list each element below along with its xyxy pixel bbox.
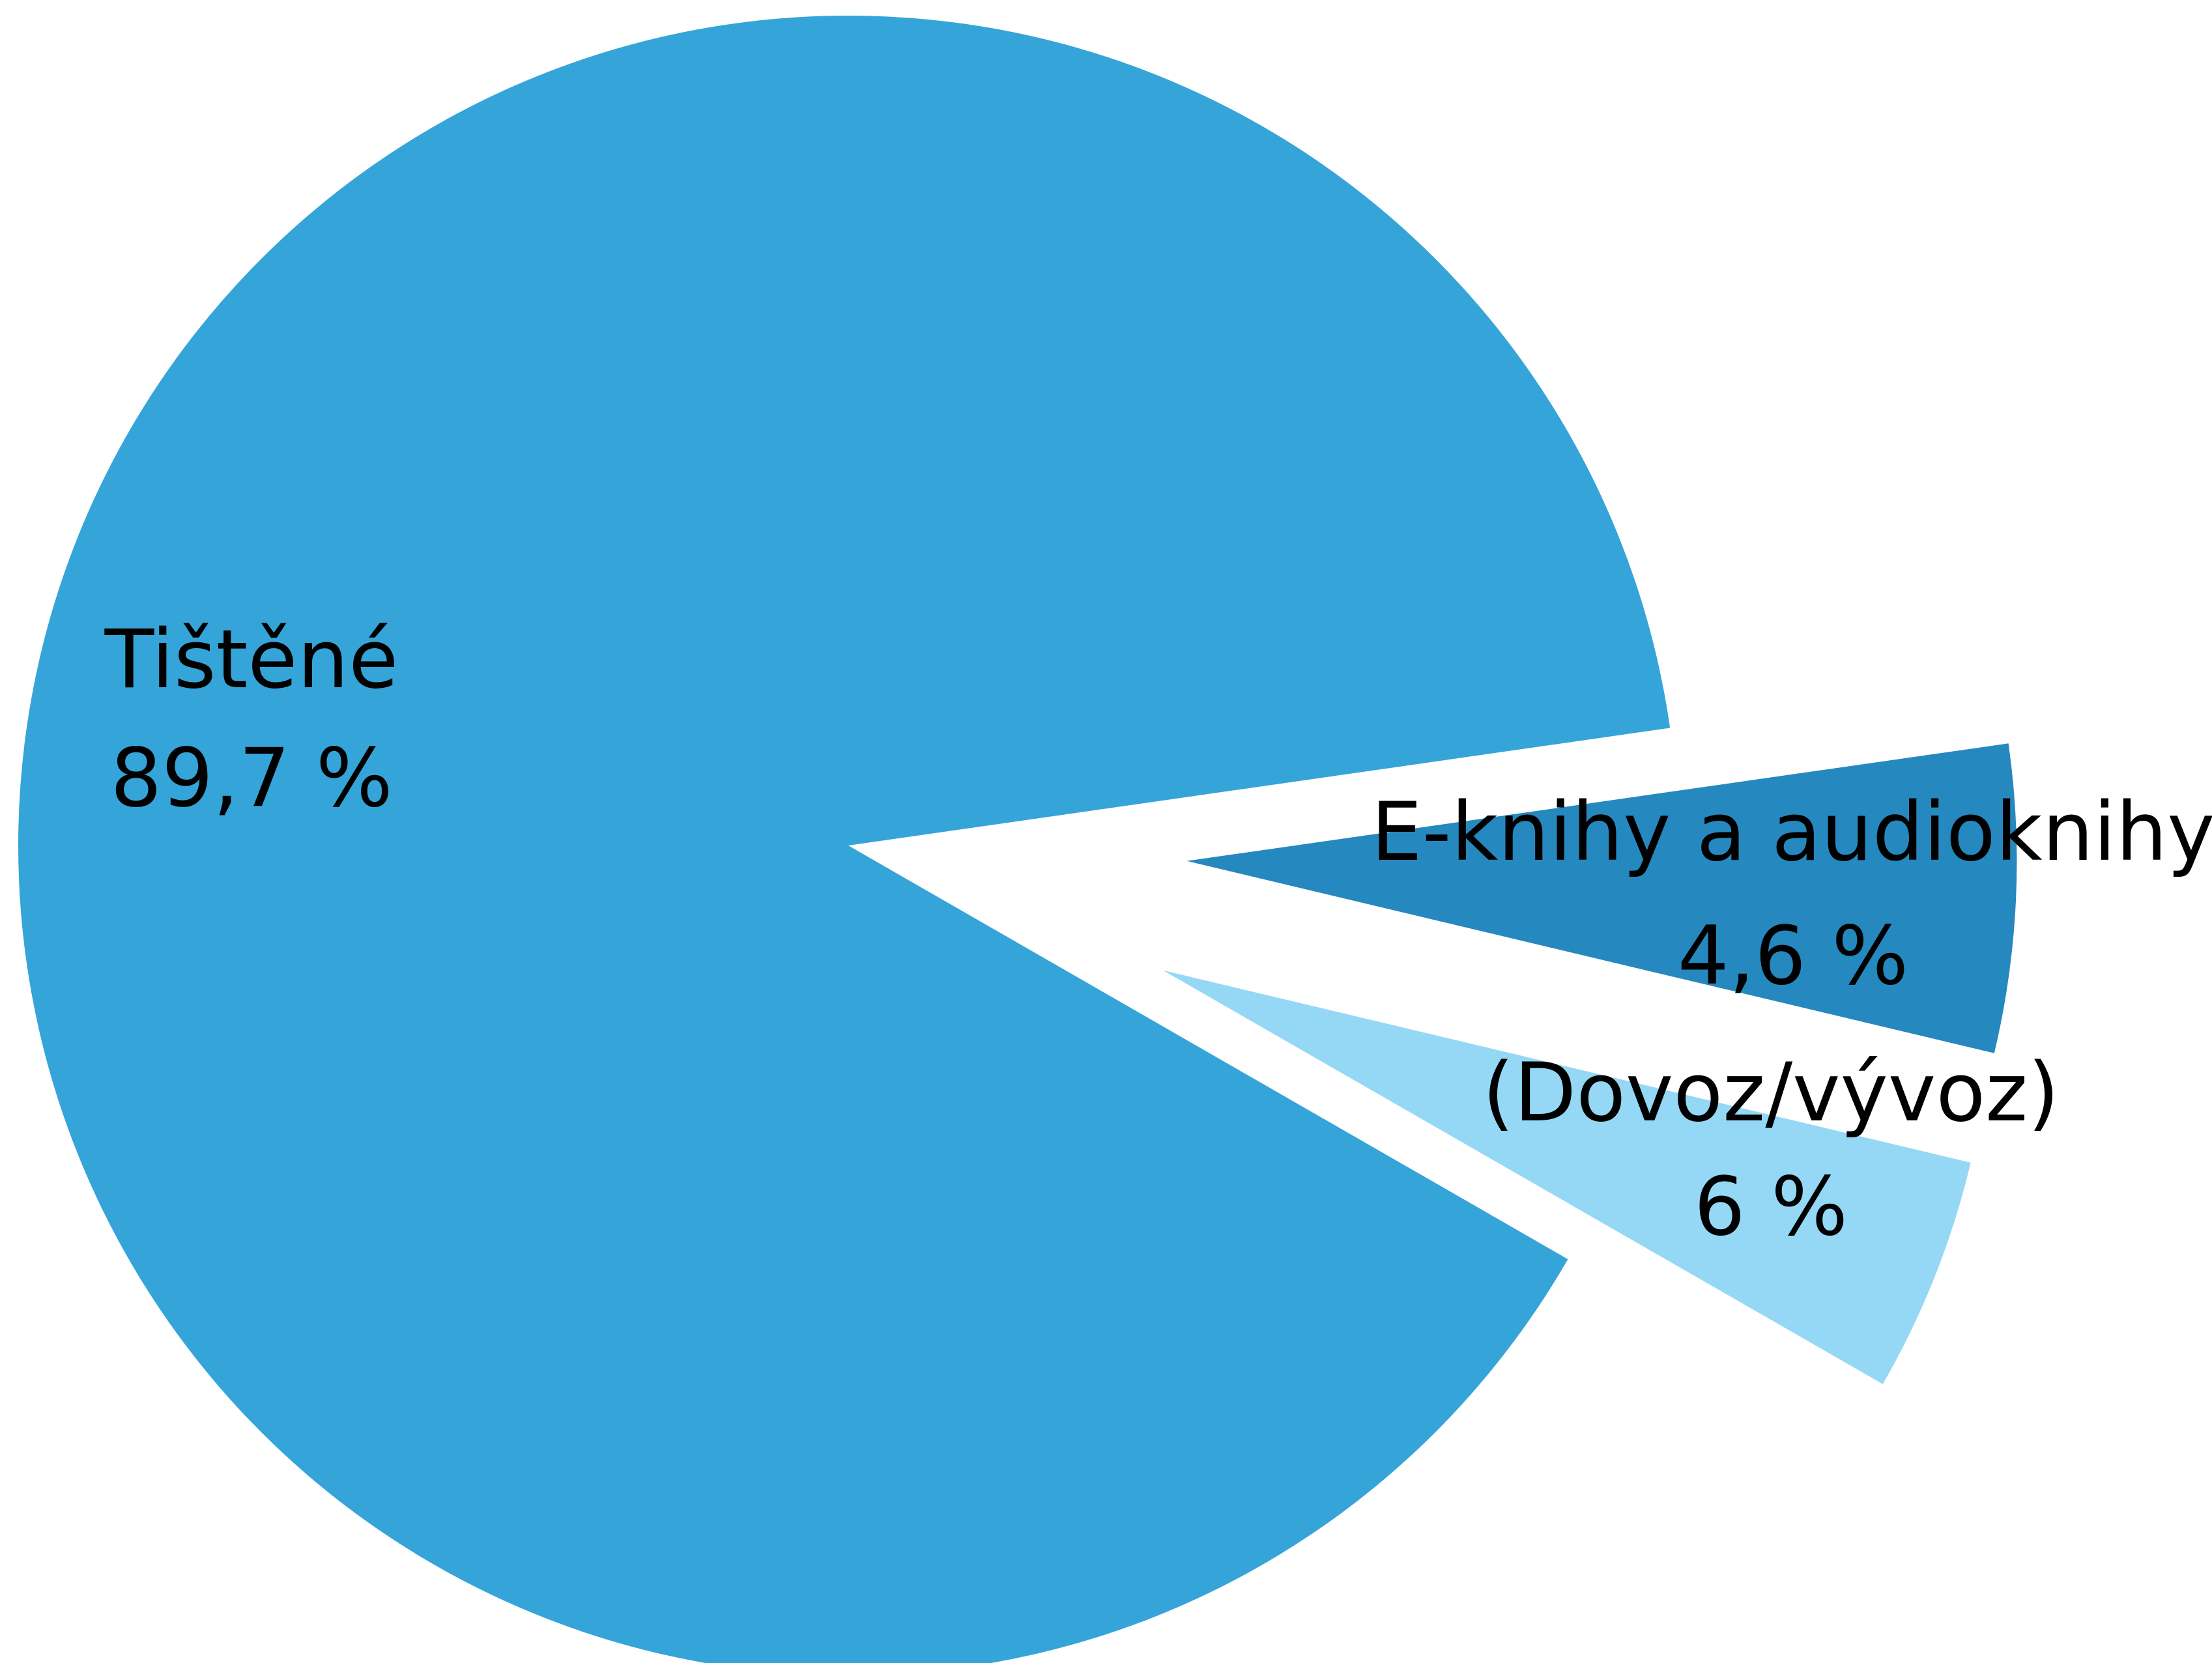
pie-labels: Tištěné 89,7 % E-knihy a audioknihy 4,6 … <box>104 613 2212 1254</box>
pie-slices <box>18 16 2017 1663</box>
slice-label-printed-name: Tištěné <box>104 613 399 707</box>
slice-label-ebooks-name: E-knihy a audioknihy <box>1371 786 2212 879</box>
slice-import-export <box>1186 743 2017 1053</box>
slice-label-import-export-name: (Dovoz/vývoz) <box>1482 1046 2059 1140</box>
slice-ebooks <box>1163 970 1971 1384</box>
slice-label-import-export-value: 6 % <box>1694 1160 1848 1254</box>
slice-label-ebooks-value: 4,6 % <box>1678 909 1908 1003</box>
slice-printed <box>18 16 1671 1663</box>
slice-label-printed-value: 89,7 % <box>110 732 392 825</box>
